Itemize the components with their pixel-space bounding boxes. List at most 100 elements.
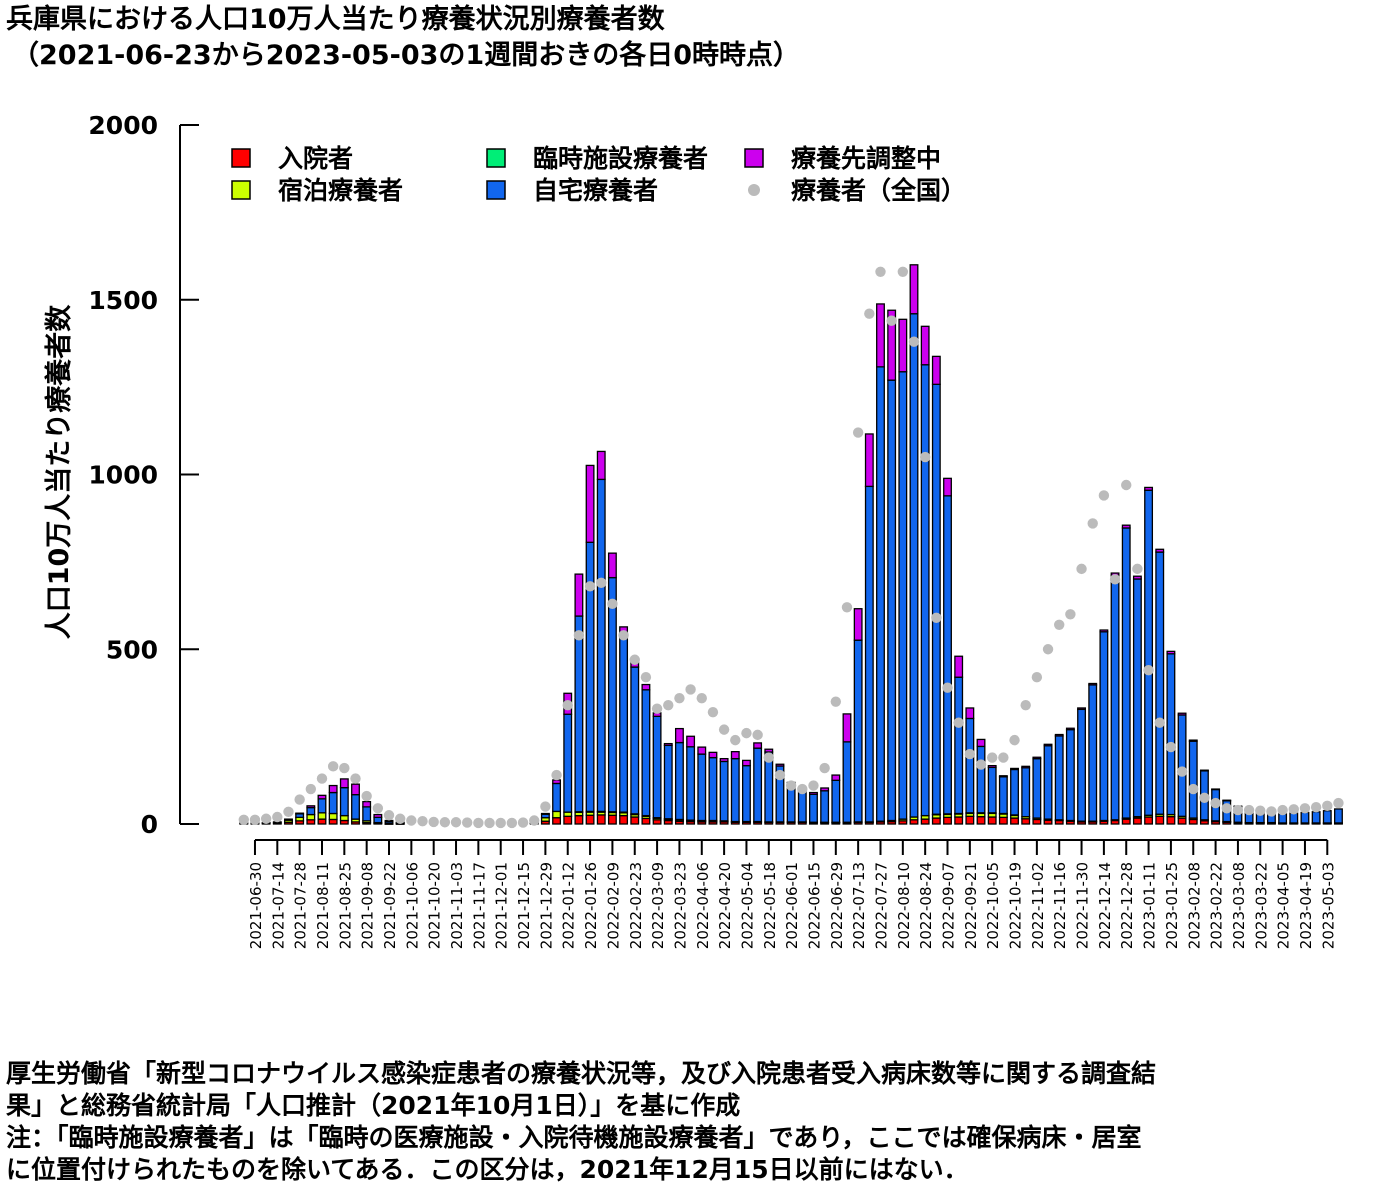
bar-segment-hospitalized [1021,818,1031,825]
x-tick-label: 2023-02-22 [1208,862,1226,949]
x-tick-label: 2022-11-16 [1051,862,1069,949]
bar-segment-home [820,790,830,823]
bar-segment-adjusting [641,683,651,691]
bar-segment-home [976,745,986,814]
bar-segment-adjusting [898,318,908,373]
bar-segment-home [1300,811,1310,824]
bar-segment-adjusting [1222,799,1232,802]
bar-segment-adjusting [328,784,338,794]
bar-segment-home [1010,768,1019,816]
national-dot [350,773,361,784]
bar-segment-home [1054,735,1064,821]
national-dot [573,630,585,641]
national-dot [305,783,317,795]
bar-segment-adjusting [864,433,874,488]
x-tick-label: 2022-07-13 [850,862,868,949]
x-tick-label: 2022-11-02 [1029,862,1047,949]
legend-swatch-adjusting [744,148,764,168]
bar-segment-adjusting [317,794,327,800]
national-dot [1188,783,1199,795]
x-tick-label: 2023-03-22 [1252,862,1270,949]
national-dot [852,427,864,438]
bar-segment-hospitalized [574,814,584,825]
bar-segment-home [730,757,740,823]
x-tick-label: 2022-06-01 [783,862,801,949]
national-dot [640,672,652,683]
bar-segment-adjusting [1065,727,1075,731]
bar-segment-adjusting [1166,650,1176,655]
bar-segment-home [864,485,874,823]
national-dot [998,752,1009,763]
y-tick-label: 1000 [88,461,158,490]
bar-segment-home [1032,757,1042,819]
bar-segment-hospitalized [563,815,573,825]
chart-title: 兵庫県における人口10万人当たり療養状況別療養者数 （2021-06-23から2… [6,2,800,74]
national-dot [562,699,573,711]
bar-segment-adjusting [686,735,696,748]
national-dot [1176,766,1188,777]
x-tick-label: 2023-02-08 [1185,862,1203,949]
bar-segment-adjusting [1188,739,1198,742]
bar-segment-adjusting [764,748,774,753]
x-tick-label: 2022-12-14 [1096,862,1114,949]
national-dot [1210,797,1221,809]
x-tick-label: 2021-09-08 [359,862,377,949]
legend-label: 宿泊療養者 [278,176,403,205]
bar-segment-adjusting [1054,733,1064,737]
national-dot [339,762,350,774]
national-dot [964,748,976,760]
y-axis-label: 人口10万人当たり療養者数 [43,304,75,640]
national-dot [841,602,853,613]
national-dot [1333,797,1344,809]
bar-segment-adjusting [1155,548,1165,553]
national-dot [986,752,998,763]
bar-segment-home [1322,810,1332,824]
bar-segment-home [552,782,562,813]
bar-segment-home [362,806,372,822]
bar-segment-home [842,741,852,823]
x-tick-label: 2021-09-22 [381,862,399,949]
national-dot [462,817,473,828]
x-tick-label: 2022-06-29 [828,862,846,949]
national-dot [1310,802,1322,813]
x-tick-label: 2022-10-19 [1007,862,1025,949]
national-dot [886,315,897,326]
national-dot [383,810,395,821]
bar-segment-hospitalized [998,816,1008,825]
bar-segment-home [328,791,338,815]
national-dot [372,803,384,814]
national-dot [663,699,674,711]
legend-label: 療養先調整中 [791,144,941,173]
bar-segment-adjusting [674,727,684,744]
bar-segment-adjusting [607,552,617,579]
bar-segment-adjusting [1032,756,1042,760]
national-dot [484,817,495,829]
bar-segment-hospitalized [931,817,941,825]
bar-segment-home [663,744,673,820]
bar-segment-home [965,717,975,814]
legend-swatch-national [748,184,760,196]
x-tick-label: 2023-03-08 [1230,862,1248,949]
national-dot [596,577,607,589]
national-dot [517,817,529,828]
national-dot [897,266,909,277]
bar-segment-hospitalized [328,818,338,825]
national-dot [718,724,730,735]
national-dot [1199,792,1210,803]
x-tick-label: 2022-01-12 [560,862,578,949]
national-dot [785,780,797,791]
bar-segment-home [954,676,964,815]
bar-segment-home [284,818,293,821]
x-axis: 2021-06-30 2021-07-14 2021-07-28 2021-08-11… [247,839,1337,949]
bar-segment-hospitalized [1121,818,1131,825]
bar-segment-adjusting [853,608,863,641]
bar-segment-adjusting [540,812,550,815]
bar-segment-home [998,776,1008,815]
x-tick-label: 2022-04-20 [716,862,734,949]
legend-swatch-temporary [486,148,506,168]
stacked-bar-chart: 0 500 1000 1500 2000 人口10万人当たり療養者数 2021-06-3… [43,111,1344,949]
x-tick-label: 2021-12-29 [537,862,555,949]
x-tick-label: 2022-05-04 [738,862,756,949]
bar-segment-home [652,715,662,819]
